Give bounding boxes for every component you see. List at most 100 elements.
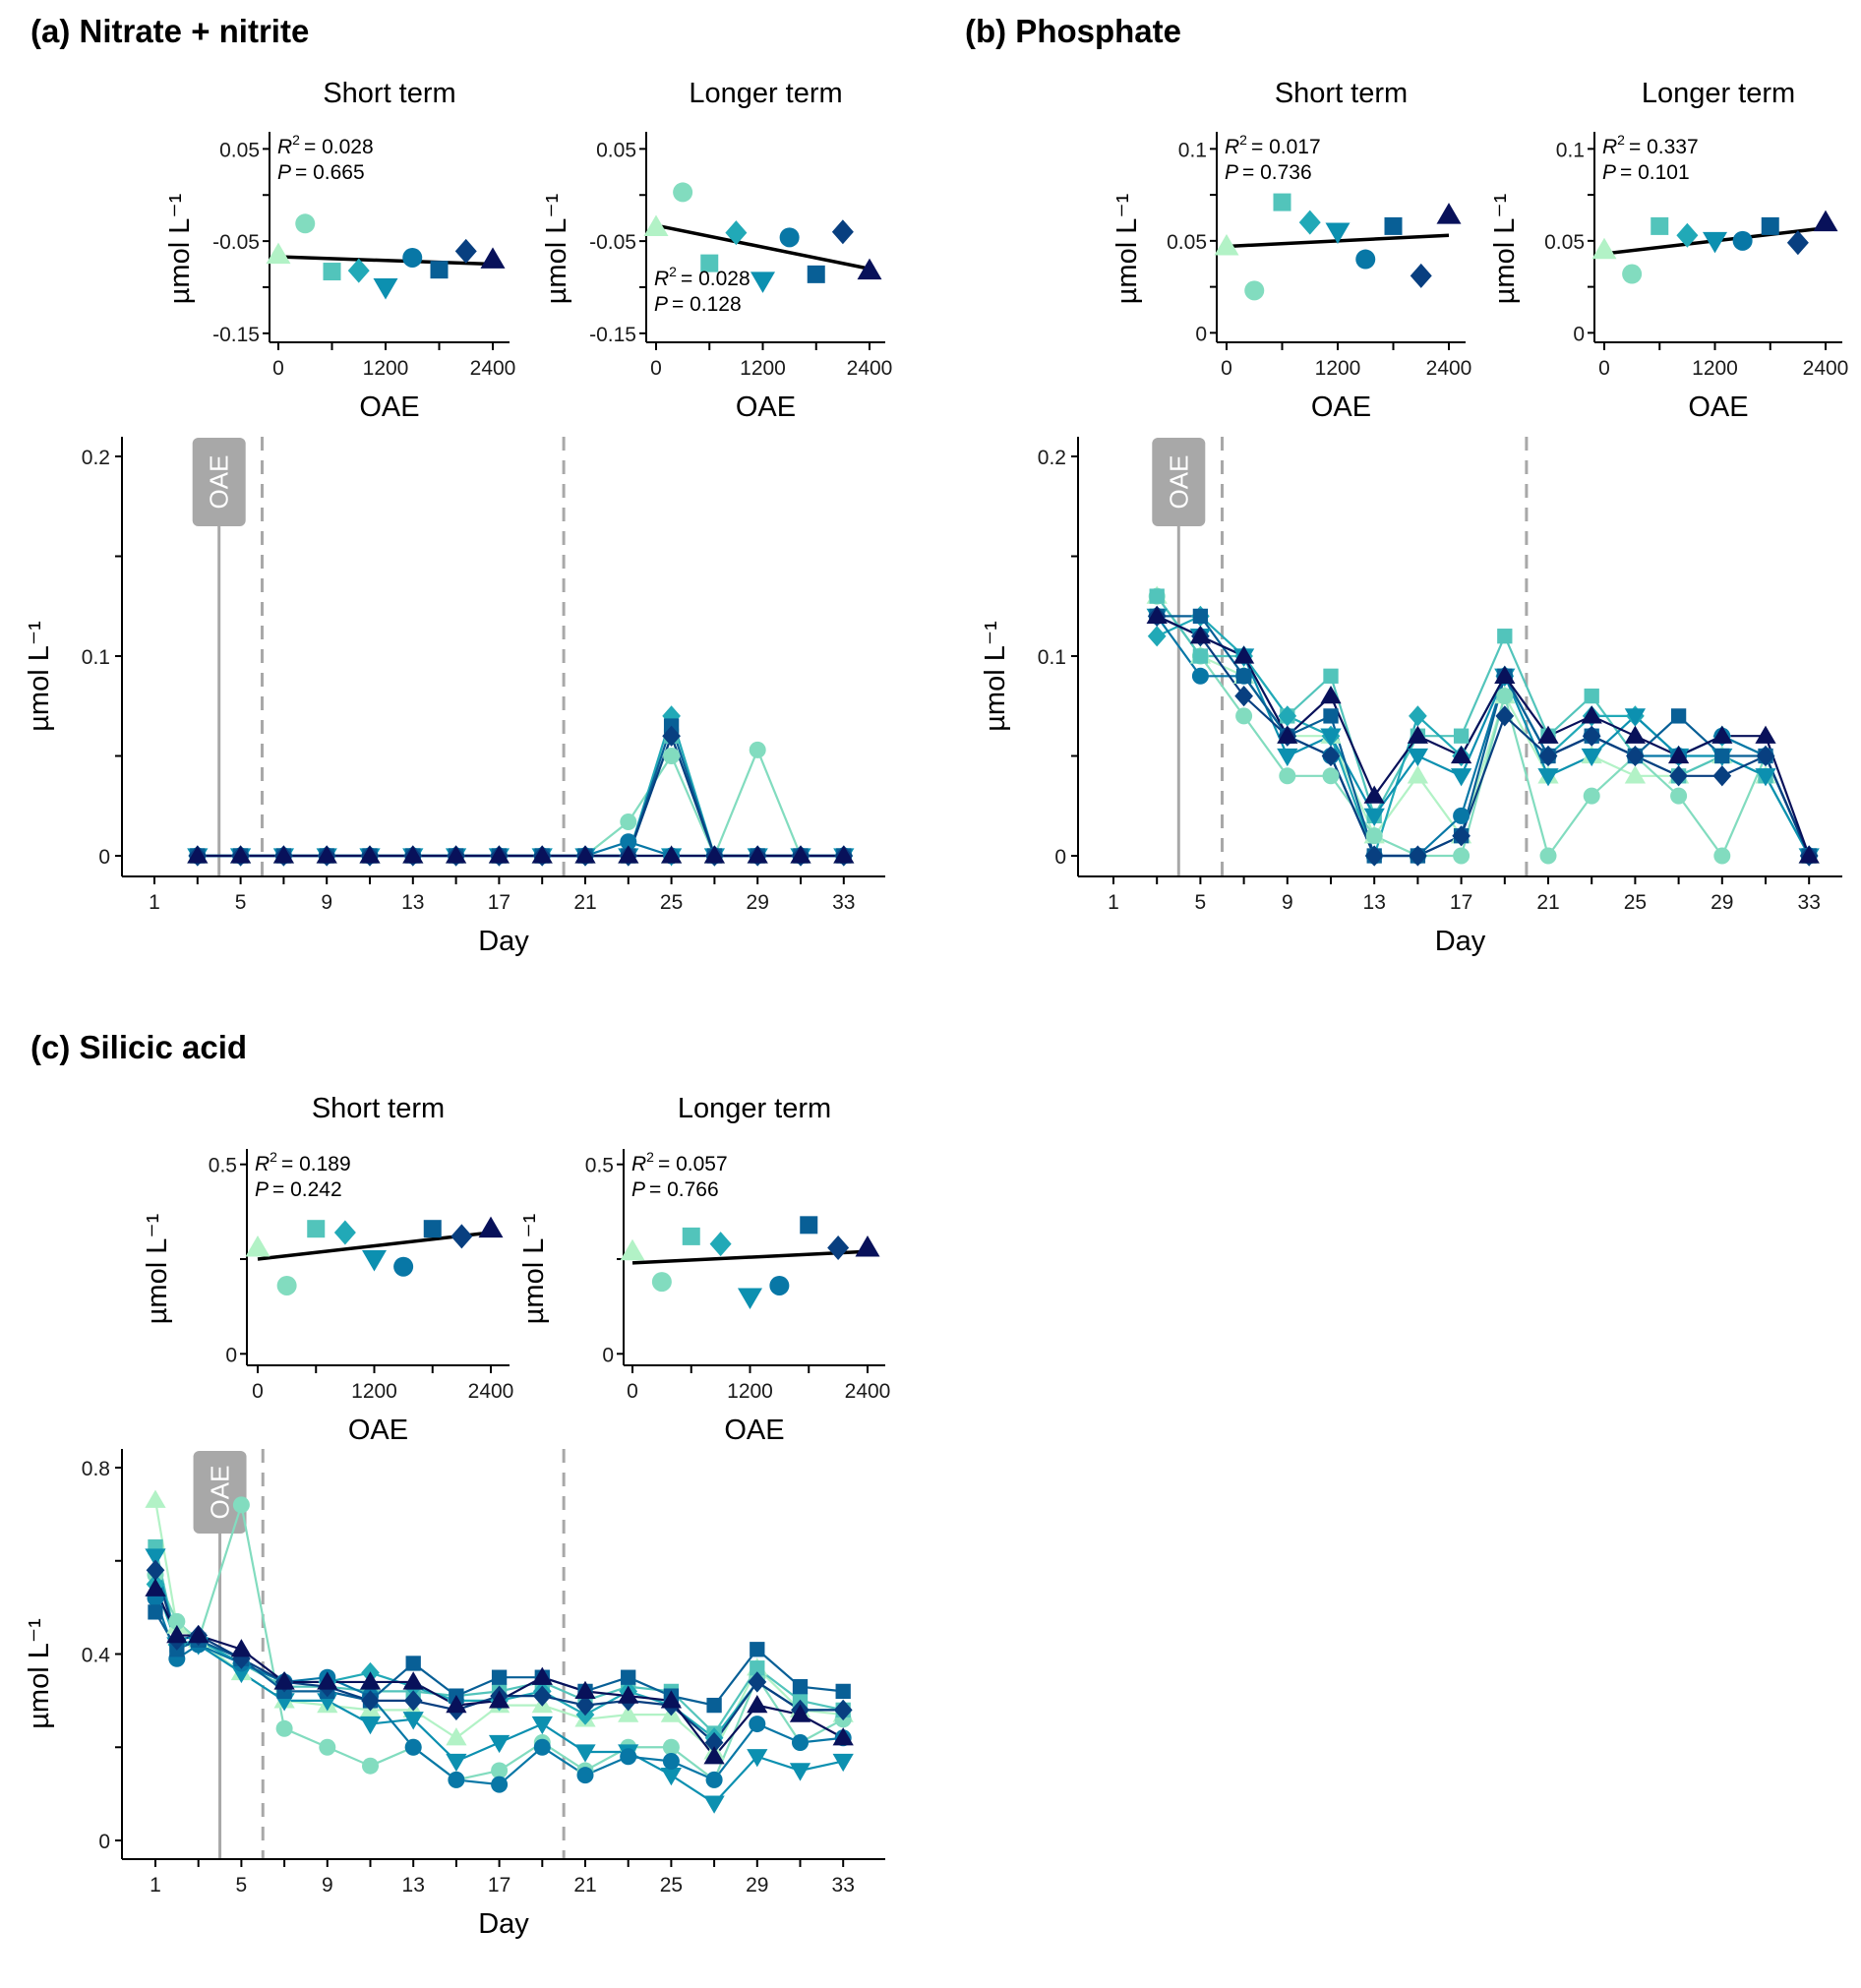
data-point-oae-1200 <box>359 1716 382 1735</box>
inset-short-term: Short term -0.15 -0.05 0.05 0 1200 2400 OAE µmol… <box>164 78 515 423</box>
x-tick-label: 5 <box>235 891 247 914</box>
r-symbol: R <box>1225 136 1239 158</box>
r-squared-value: = 0.337 <box>1629 136 1699 158</box>
data-point-oae-900 <box>1147 626 1167 647</box>
inset-point-oae-1800 <box>1384 216 1403 235</box>
inset-point-oae-900 <box>1676 222 1699 248</box>
oae-event-label: OAE <box>206 1466 235 1520</box>
inset-point-oae-300 <box>1622 264 1643 284</box>
x-tick-label: 33 <box>1798 891 1821 914</box>
inset-longer-term: Longer term -0.15 -0.05 0.05 0 1200 2400 OAE µmo… <box>541 78 892 423</box>
superscript: 2 <box>270 1149 277 1165</box>
data-point-oae-2400 <box>445 845 467 864</box>
data-point-oae-600 <box>1584 688 1599 704</box>
inset-point-oae-600 <box>700 254 719 272</box>
data-point-oae-2400 <box>273 1671 295 1690</box>
r-squared-value: = 0.028 <box>304 136 374 158</box>
x-tick-label: 0 <box>252 1380 264 1403</box>
data-point-oae-2100 <box>748 1671 767 1693</box>
data-point-oae-300 <box>1583 787 1600 805</box>
data-point-oae-2400 <box>359 845 381 864</box>
data-point-oae-1500 <box>749 1716 766 1733</box>
y-axis-label: µmol L⁻¹ <box>980 621 1011 732</box>
data-point-oae-1800 <box>1235 668 1252 684</box>
oae-event-box <box>193 1451 247 1534</box>
data-point-oae-2400 <box>488 845 510 864</box>
y-axis-label: µmol L⁻¹ <box>518 1213 550 1324</box>
data-point-oae-300 <box>275 1719 293 1737</box>
data-point-oae-2400 <box>574 845 596 864</box>
data-point-oae-300 <box>1670 787 1688 805</box>
data-point-oae-2400 <box>488 1690 510 1709</box>
data-point-oae-2400 <box>832 1727 854 1746</box>
data-point-oae-1500 <box>662 1752 680 1770</box>
data-point-oae-2100 <box>1495 705 1515 727</box>
data-point-oae-2400 <box>1320 685 1342 704</box>
x-axis-label: OAE <box>736 392 796 423</box>
data-point-oae-300 <box>749 741 766 758</box>
data-point-oae-1200 <box>1407 748 1429 767</box>
series-line-oae-900 <box>1156 615 1811 860</box>
r-symbol: R <box>654 268 669 290</box>
y-axis-label: µmol L⁻¹ <box>142 1213 173 1324</box>
data-point-oae-1200 <box>488 1734 510 1754</box>
x-axis-label: OAE <box>724 1415 784 1446</box>
x-tick-label: 29 <box>747 891 769 914</box>
data-point-oae-1500 <box>1453 807 1471 824</box>
inset-point-oae-1800 <box>800 1216 818 1235</box>
inset-point-oae-300 <box>1244 280 1265 301</box>
data-point-oae-2100 <box>1234 685 1253 707</box>
data-point-oae-1800 <box>405 1656 421 1671</box>
data-point-oae-1500 <box>491 1776 509 1793</box>
data-point-oae-2100 <box>146 1559 165 1581</box>
x-tick-label: 2400 <box>470 357 516 380</box>
data-point-oae-1800 <box>621 1669 636 1685</box>
x-tick-label: 29 <box>746 1874 768 1897</box>
p-value: = 0.242 <box>272 1178 342 1201</box>
data-point-oae-300 <box>1496 688 1514 705</box>
r-squared-value: = 0.189 <box>281 1153 351 1175</box>
x-tick-label: 0 <box>1598 357 1610 380</box>
data-point-oae-1200 <box>1320 728 1342 747</box>
data-point-oae-2400 <box>747 845 768 864</box>
r-symbol: R <box>255 1153 270 1175</box>
x-tick-label: 0 <box>1221 357 1232 380</box>
inset-point-oae-300 <box>276 1275 297 1295</box>
series-line-oae-2100 <box>1156 615 1811 858</box>
data-point-oae-2400 <box>230 1639 253 1657</box>
inset-point-oae-1500 <box>1732 230 1753 251</box>
data-point-oae-2400 <box>790 845 811 864</box>
inset-point-oae-1800 <box>423 1220 442 1238</box>
data-point-oae-0 <box>1624 765 1647 784</box>
data-point-oae-2400 <box>359 1671 382 1690</box>
inset-point-oae-1500 <box>402 247 423 268</box>
data-point-oae-2400 <box>402 1671 424 1690</box>
data-point-oae-2400 <box>747 1694 768 1714</box>
inset-point-oae-0 <box>1214 233 1239 256</box>
data-point-oae-300 <box>491 1762 509 1779</box>
y-tick-label: -0.05 <box>589 231 636 254</box>
data-point-oae-300 <box>662 1738 680 1756</box>
y-tick-label: 0 <box>1573 323 1585 345</box>
data-point-oae-2400 <box>1494 665 1516 684</box>
data-point-oae-2400 <box>316 845 337 864</box>
data-point-oae-2400 <box>1711 725 1733 744</box>
y-tick-label: 0.5 <box>585 1155 614 1177</box>
x-tick-label: 33 <box>832 891 855 914</box>
x-tick-label: 1200 <box>727 1380 773 1403</box>
data-point-oae-2400 <box>1450 745 1472 764</box>
data-point-oae-0 <box>1407 765 1429 784</box>
y-tick-label: 0.8 <box>82 1458 110 1480</box>
data-point-oae-2400 <box>531 1666 553 1685</box>
data-point-oae-2100 <box>1582 725 1601 747</box>
data-point-oae-300 <box>362 1757 379 1775</box>
data-point-oae-300 <box>1235 707 1253 725</box>
inset-point-oae-2400 <box>1436 203 1462 224</box>
panel-title: (c) Silicic acid <box>30 1029 247 1065</box>
x-tick-label: 17 <box>488 1874 510 1897</box>
x-tick-label: 21 <box>573 1874 596 1897</box>
y-tick-label: 0.1 <box>82 646 110 669</box>
data-point-oae-0 <box>145 1489 166 1508</box>
data-point-oae-600 <box>1497 629 1513 644</box>
